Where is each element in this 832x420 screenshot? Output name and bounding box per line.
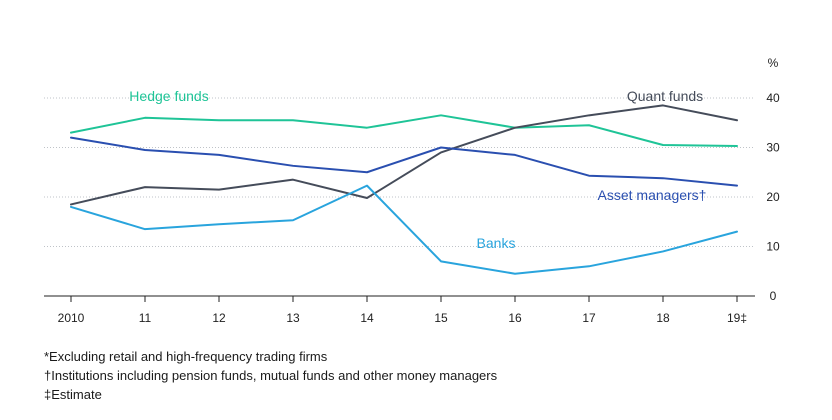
series-label: Asset managers† (598, 187, 707, 203)
footnotes: *Excluding retail and high-frequency tra… (44, 347, 497, 404)
x-tick-label: 15 (434, 311, 448, 325)
y-tick-label: 20 (766, 190, 780, 204)
series-labels: Hedge funds Quant funds Asset managers† Ban… (129, 88, 706, 251)
x-tick-label: 13 (286, 311, 300, 325)
y-tick-label: 0 (770, 289, 777, 303)
footnote: †Institutions including pension funds, m… (44, 368, 498, 383)
series-label: Hedge funds (129, 88, 208, 104)
series-line (70, 184, 738, 275)
y-tick-label: 10 (766, 240, 780, 254)
x-tick-label: 18 (656, 311, 670, 325)
x-tick-label: 11 (139, 311, 152, 325)
y-tick-label: 40 (766, 91, 780, 105)
x-tick-label: 19‡ (727, 311, 747, 325)
footnote: ‡Estimate (44, 387, 102, 402)
line-chart: 2010 11 12 13 14 15 16 17 18 19‡ 0 10 20 30 40% Hedge… (44, 56, 780, 325)
y-axis: 0 10 20 30 40% (766, 56, 780, 303)
y-tick-label: 30 (766, 141, 780, 155)
y-unit-label: % (768, 56, 779, 70)
x-tick-label: 16 (508, 311, 522, 325)
gridlines (44, 97, 755, 247)
x-axis: 2010 11 12 13 14 15 16 17 18 19‡ (44, 295, 755, 325)
series-label: Banks (477, 235, 516, 251)
x-tick-label: 12 (212, 311, 226, 325)
x-tick-label: 2010 (58, 311, 85, 325)
series-line (70, 114, 738, 148)
series-lines (70, 104, 738, 275)
series-line (70, 136, 738, 187)
x-tick-label: 17 (582, 311, 596, 325)
series-label: Quant funds (627, 88, 703, 104)
footnote: *Excluding retail and high-frequency tra… (44, 349, 328, 364)
x-tick-label: 14 (360, 311, 374, 325)
series-line (70, 104, 738, 206)
